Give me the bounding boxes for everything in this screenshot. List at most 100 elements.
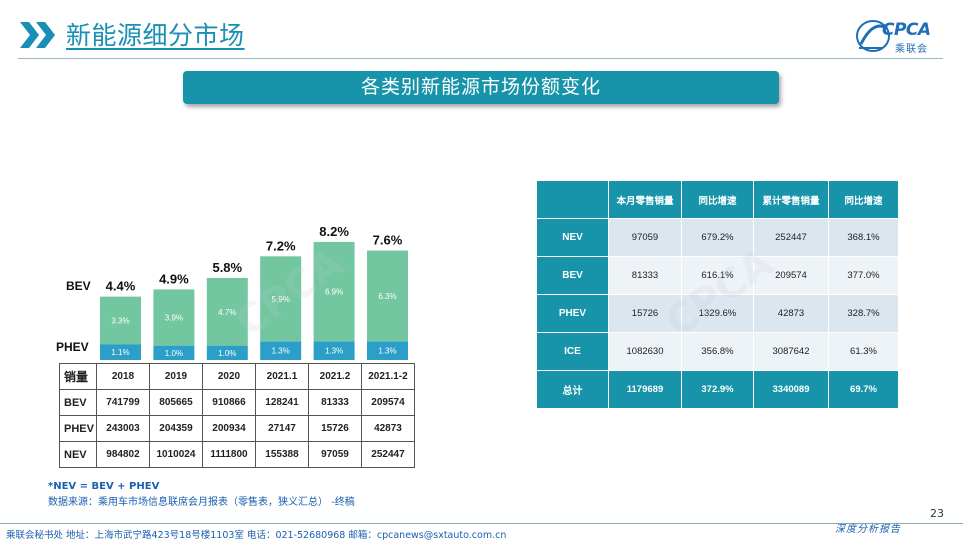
column-header: 累计零售销量 — [753, 180, 829, 219]
phev-bar — [367, 341, 408, 360]
header-divider — [18, 58, 943, 59]
table-cell: 679.2% — [681, 218, 754, 257]
bev-bar — [100, 296, 141, 345]
sales-table-header: 销量 2018 2019 2020 2021.1 2021.2 2021.1-2 — [59, 363, 415, 390]
bev-bar — [153, 289, 195, 346]
footnote-formula: *NEV = BEV + PHEV — [48, 481, 160, 492]
row-label: ICE — [536, 332, 609, 371]
column-header: 2021.2 — [307, 363, 362, 390]
table-cell: 42873 — [360, 415, 415, 442]
logo-subtitle: 乘联会 — [895, 44, 928, 55]
row-label: NEV — [536, 218, 609, 257]
table-cell: 42873 — [753, 294, 829, 333]
table-cell: 200934 — [201, 415, 256, 442]
table-cell: 252447 — [360, 441, 415, 468]
table-cell: 1329.6% — [681, 294, 754, 333]
column-header: 2018 — [95, 363, 150, 390]
row-label: PHEV — [59, 415, 97, 442]
row-label: BEV — [536, 256, 609, 295]
table-cell: 204359 — [148, 415, 203, 442]
table-row: PHEV 243003 204359 200934 27147 15726 42… — [59, 415, 415, 442]
table-cell: 128241 — [254, 389, 309, 416]
table-cell: 81333 — [608, 256, 682, 295]
phev-data-label: 1.0% — [165, 349, 183, 358]
table-cell: 243003 — [95, 415, 150, 442]
bev-axis-label: BEV — [66, 279, 91, 293]
phev-data-label: 1.3% — [325, 347, 343, 356]
total-data-label: 4.4% — [106, 279, 136, 294]
table-cell: 616.1% — [681, 256, 754, 295]
table-cell: 741799 — [95, 389, 150, 416]
phev-data-label: 1.3% — [378, 347, 396, 356]
logo-text: CPCA — [882, 20, 931, 40]
footnote-source: 数据来源：乘用车市场信息联席会月报表（零售表，狭义汇总） -终稿 — [48, 497, 355, 508]
section-banner: 各类别新能源市场份额变化 — [183, 71, 779, 104]
table-row: ICE 1082630 356.8% 3087642 61.3% — [536, 332, 899, 371]
footer-divider — [0, 523, 963, 524]
sales-table-corner: 销量 — [59, 363, 97, 390]
summary-table-corner — [536, 180, 609, 219]
table-cell: 155388 — [254, 441, 309, 468]
total-data-label: 7.6% — [373, 233, 403, 248]
column-header: 同比增速 — [828, 180, 899, 219]
table-cell: 910866 — [201, 389, 256, 416]
table-cell: 372.9% — [681, 370, 754, 409]
bev-data-label: 3.9% — [165, 314, 183, 323]
table-cell: 97059 — [608, 218, 682, 257]
table-cell: 356.8% — [681, 332, 754, 371]
bev-data-label: 4.7% — [218, 308, 236, 317]
stacked-bar-chart: 1.1% 3.3% 4.4% 1.0% 3.9% 4.9% 1.0% 4.7% 5.8% 1.3%… — [56, 224, 408, 360]
phev-axis-label: PHEV — [56, 340, 89, 354]
bev-bar — [206, 277, 248, 346]
column-header: 2019 — [148, 363, 203, 390]
row-label: BEV — [59, 389, 97, 416]
table-cell: 15726 — [307, 415, 362, 442]
total-data-label: 7.2% — [266, 238, 296, 253]
table-cell: 27147 — [254, 415, 309, 442]
bev-data-label: 6.3% — [378, 292, 396, 301]
bev-bar — [367, 250, 408, 342]
total-data-label: 8.2% — [319, 224, 349, 239]
table-cell: 984802 — [95, 441, 150, 468]
phev-data-label: 1.1% — [111, 348, 129, 357]
table-row: NEV 984802 1010024 1111800 155388 97059 … — [59, 441, 415, 468]
total-row: 总计 1179689 372.9% 3340089 69.7% — [536, 370, 899, 409]
table-cell: 209574 — [360, 389, 415, 416]
row-label: 总计 — [536, 370, 609, 409]
table-cell: 1082630 — [608, 332, 682, 371]
table-cell: 1179689 — [608, 370, 682, 409]
bev-data-label: 6.9% — [325, 288, 343, 297]
phev-bar — [260, 341, 302, 360]
table-row: BEV 81333 616.1% 209574 377.0% — [536, 256, 899, 295]
phev-bar — [153, 345, 195, 360]
footer-contact: 乘联会秘书处 地址：上海市武宁路423号18号楼1103室 电话：021-526… — [6, 530, 507, 540]
page-title: 新能源细分市场 — [66, 21, 245, 50]
summary-table-header: 本月零售销量 同比增速 累计零售销量 同比增速 — [536, 180, 899, 219]
summary-table: 本月零售销量 同比增速 累计零售销量 同比增速 NEV 97059 679.2%… — [536, 180, 899, 409]
phev-data-label: 1.3% — [272, 347, 290, 356]
sales-table: 销量 2018 2019 2020 2021.1 2021.2 2021.1-2… — [59, 363, 415, 468]
phev-data-label: 1.0% — [218, 349, 236, 358]
table-cell: 805665 — [148, 389, 203, 416]
bev-bar — [260, 256, 302, 342]
column-header: 2021.1-2 — [360, 363, 415, 390]
table-cell: 81333 — [307, 389, 362, 416]
phev-bar — [206, 345, 248, 360]
table-cell: 1111800 — [201, 441, 256, 468]
bev-data-label: 5.9% — [272, 295, 290, 304]
table-cell: 3087642 — [753, 332, 829, 371]
row-label: PHEV — [536, 294, 609, 333]
column-header: 2020 — [201, 363, 256, 390]
table-row: NEV 97059 679.2% 252447 368.1% — [536, 218, 899, 257]
total-data-label: 5.8% — [212, 260, 242, 275]
table-cell: 328.7% — [828, 294, 899, 333]
table-cell: 377.0% — [828, 256, 899, 295]
bev-data-label: 3.3% — [111, 316, 129, 325]
footer-report-label: 深度分析报告 — [835, 524, 901, 535]
row-label: NEV — [59, 441, 97, 468]
table-cell: 97059 — [307, 441, 362, 468]
column-header: 同比增速 — [681, 180, 754, 219]
chevron-right-icon — [20, 22, 55, 48]
table-row: PHEV 15726 1329.6% 42873 328.7% — [536, 294, 899, 333]
bev-bar — [313, 241, 355, 342]
